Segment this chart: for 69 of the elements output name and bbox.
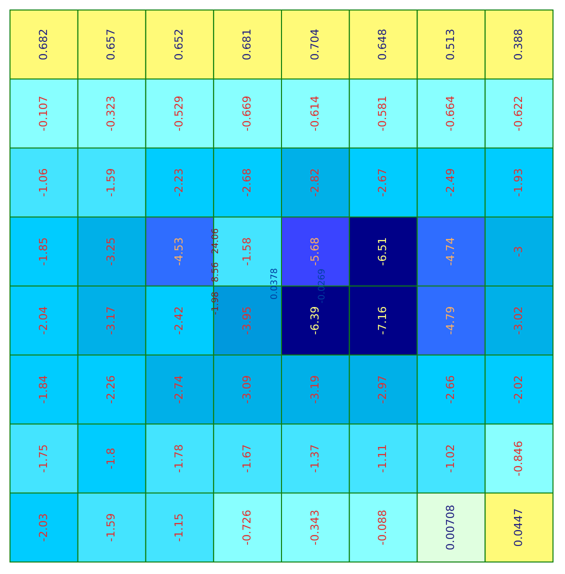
- data-label: -1.93: [512, 168, 525, 197]
- data-label: -1.58: [240, 237, 254, 266]
- data-label: -3.25: [104, 237, 118, 266]
- data-label: -1.85: [36, 237, 50, 266]
- data-label: 0.00708: [444, 504, 458, 550]
- data-label: -2.23: [172, 168, 186, 197]
- data-label: -2.42: [172, 306, 186, 335]
- data-label: 0.681: [240, 28, 254, 60]
- data-label: -0.664: [444, 96, 458, 132]
- data-label: -7.16: [376, 306, 390, 335]
- annotation: -1.98: [211, 291, 222, 315]
- data-label: 0.704: [308, 28, 322, 60]
- annotation: 0.0378: [270, 268, 280, 300]
- data-label: -0.107: [36, 96, 50, 132]
- data-label: -3.17: [104, 306, 118, 335]
- data-label: 0.657: [104, 28, 118, 60]
- data-label: -1.02: [444, 444, 458, 473]
- data-label: -2.82: [308, 168, 322, 197]
- data-label: -2.26: [104, 375, 118, 404]
- annotation: 24.06: [211, 228, 222, 254]
- annotation: 8.56: [211, 262, 222, 282]
- data-label: -2.49: [444, 168, 458, 197]
- data-label: 0.682: [36, 28, 50, 60]
- data-label: -3: [512, 246, 525, 257]
- data-label: -0.726: [240, 510, 254, 546]
- data-label: -4.74: [444, 237, 458, 266]
- data-label: -2.02: [512, 375, 525, 404]
- data-label: -2.66: [444, 375, 458, 404]
- data-label: -2.74: [172, 375, 186, 404]
- data-label: -3.02: [512, 306, 525, 335]
- data-label: -1.75: [36, 444, 50, 473]
- data-label: -1.8: [104, 448, 118, 470]
- data-label: -3.19: [308, 375, 322, 404]
- data-label: -0.581: [376, 96, 390, 132]
- data-label: -0.669: [240, 96, 254, 132]
- annotation: -0.0269: [318, 268, 328, 304]
- data-label: -1.06: [36, 168, 50, 197]
- data-label: -0.088: [376, 510, 390, 546]
- data-label: 0.388: [512, 28, 525, 60]
- data-label: -0.846: [512, 440, 525, 476]
- data-label: -1.15: [172, 513, 186, 542]
- data-label: -6.51: [376, 237, 390, 266]
- data-label: -2.04: [36, 306, 50, 335]
- data-label: -3.09: [240, 375, 254, 404]
- data-label: -4.53: [172, 237, 186, 266]
- data-label: -5.68: [308, 237, 322, 266]
- data-label: -0.323: [104, 96, 118, 132]
- data-label: -0.529: [172, 96, 186, 132]
- data-label: -4.79: [444, 306, 458, 335]
- data-label: -1.67: [240, 444, 254, 473]
- data-label: -0.622: [512, 96, 525, 132]
- data-label: -1.11: [376, 444, 390, 473]
- data-label: -1.59: [104, 168, 118, 197]
- data-label: -2.67: [376, 168, 390, 197]
- data-label: 0.0447: [512, 508, 525, 547]
- data-label: -1.84: [36, 375, 50, 404]
- data-label: -2.97: [376, 375, 390, 404]
- data-label: 0.652: [172, 28, 186, 60]
- data-label: -1.78: [172, 444, 186, 473]
- data-label: -0.614: [308, 96, 322, 132]
- data-label: -2.68: [240, 168, 254, 197]
- data-label: 0.648: [376, 28, 390, 60]
- data-label: -1.37: [308, 444, 322, 473]
- data-label: -3.95: [240, 306, 254, 335]
- data-label: -1.59: [104, 513, 118, 542]
- data-label: 0.513: [444, 28, 458, 60]
- data-label: -2.03: [36, 513, 50, 542]
- data-label: -0.343: [308, 510, 322, 546]
- data-label: -6.39: [308, 306, 322, 335]
